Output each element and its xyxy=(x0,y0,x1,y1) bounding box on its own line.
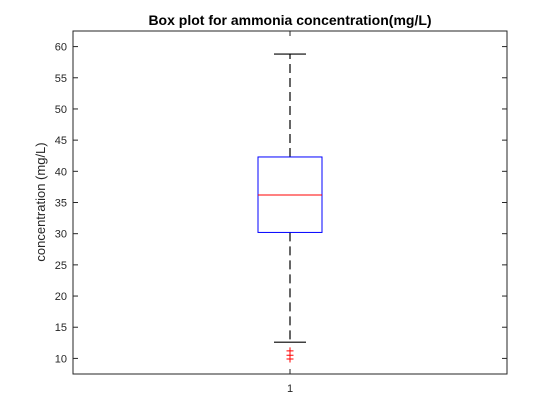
y-tick-label: 25 xyxy=(55,260,67,272)
y-tick-label: 10 xyxy=(55,353,67,365)
y-tick-label: 60 xyxy=(55,42,67,54)
y-tick-label: 30 xyxy=(55,229,67,241)
y-tick-label: 40 xyxy=(55,166,67,178)
chart-title: Box plot for ammonia concentration(mg/L) xyxy=(148,12,431,28)
y-tick-label: 15 xyxy=(55,322,67,334)
y-tick-label: 55 xyxy=(55,73,67,85)
x-axis-ticks: 1 xyxy=(287,31,293,395)
x-tick-label: 1 xyxy=(287,383,293,395)
y-axis-ticks: 10 15 20 25 30 35 40 45 50 55 60 xyxy=(55,42,507,365)
y-tick-label: 45 xyxy=(55,135,67,147)
outlier-marker xyxy=(286,347,294,355)
box-plot-series xyxy=(257,53,323,363)
y-axis-label: concentration (mg/L) xyxy=(33,142,48,261)
y-tick-label: 20 xyxy=(55,291,67,303)
y-tick-label: 35 xyxy=(55,198,67,210)
y-tick-label: 50 xyxy=(55,104,67,116)
